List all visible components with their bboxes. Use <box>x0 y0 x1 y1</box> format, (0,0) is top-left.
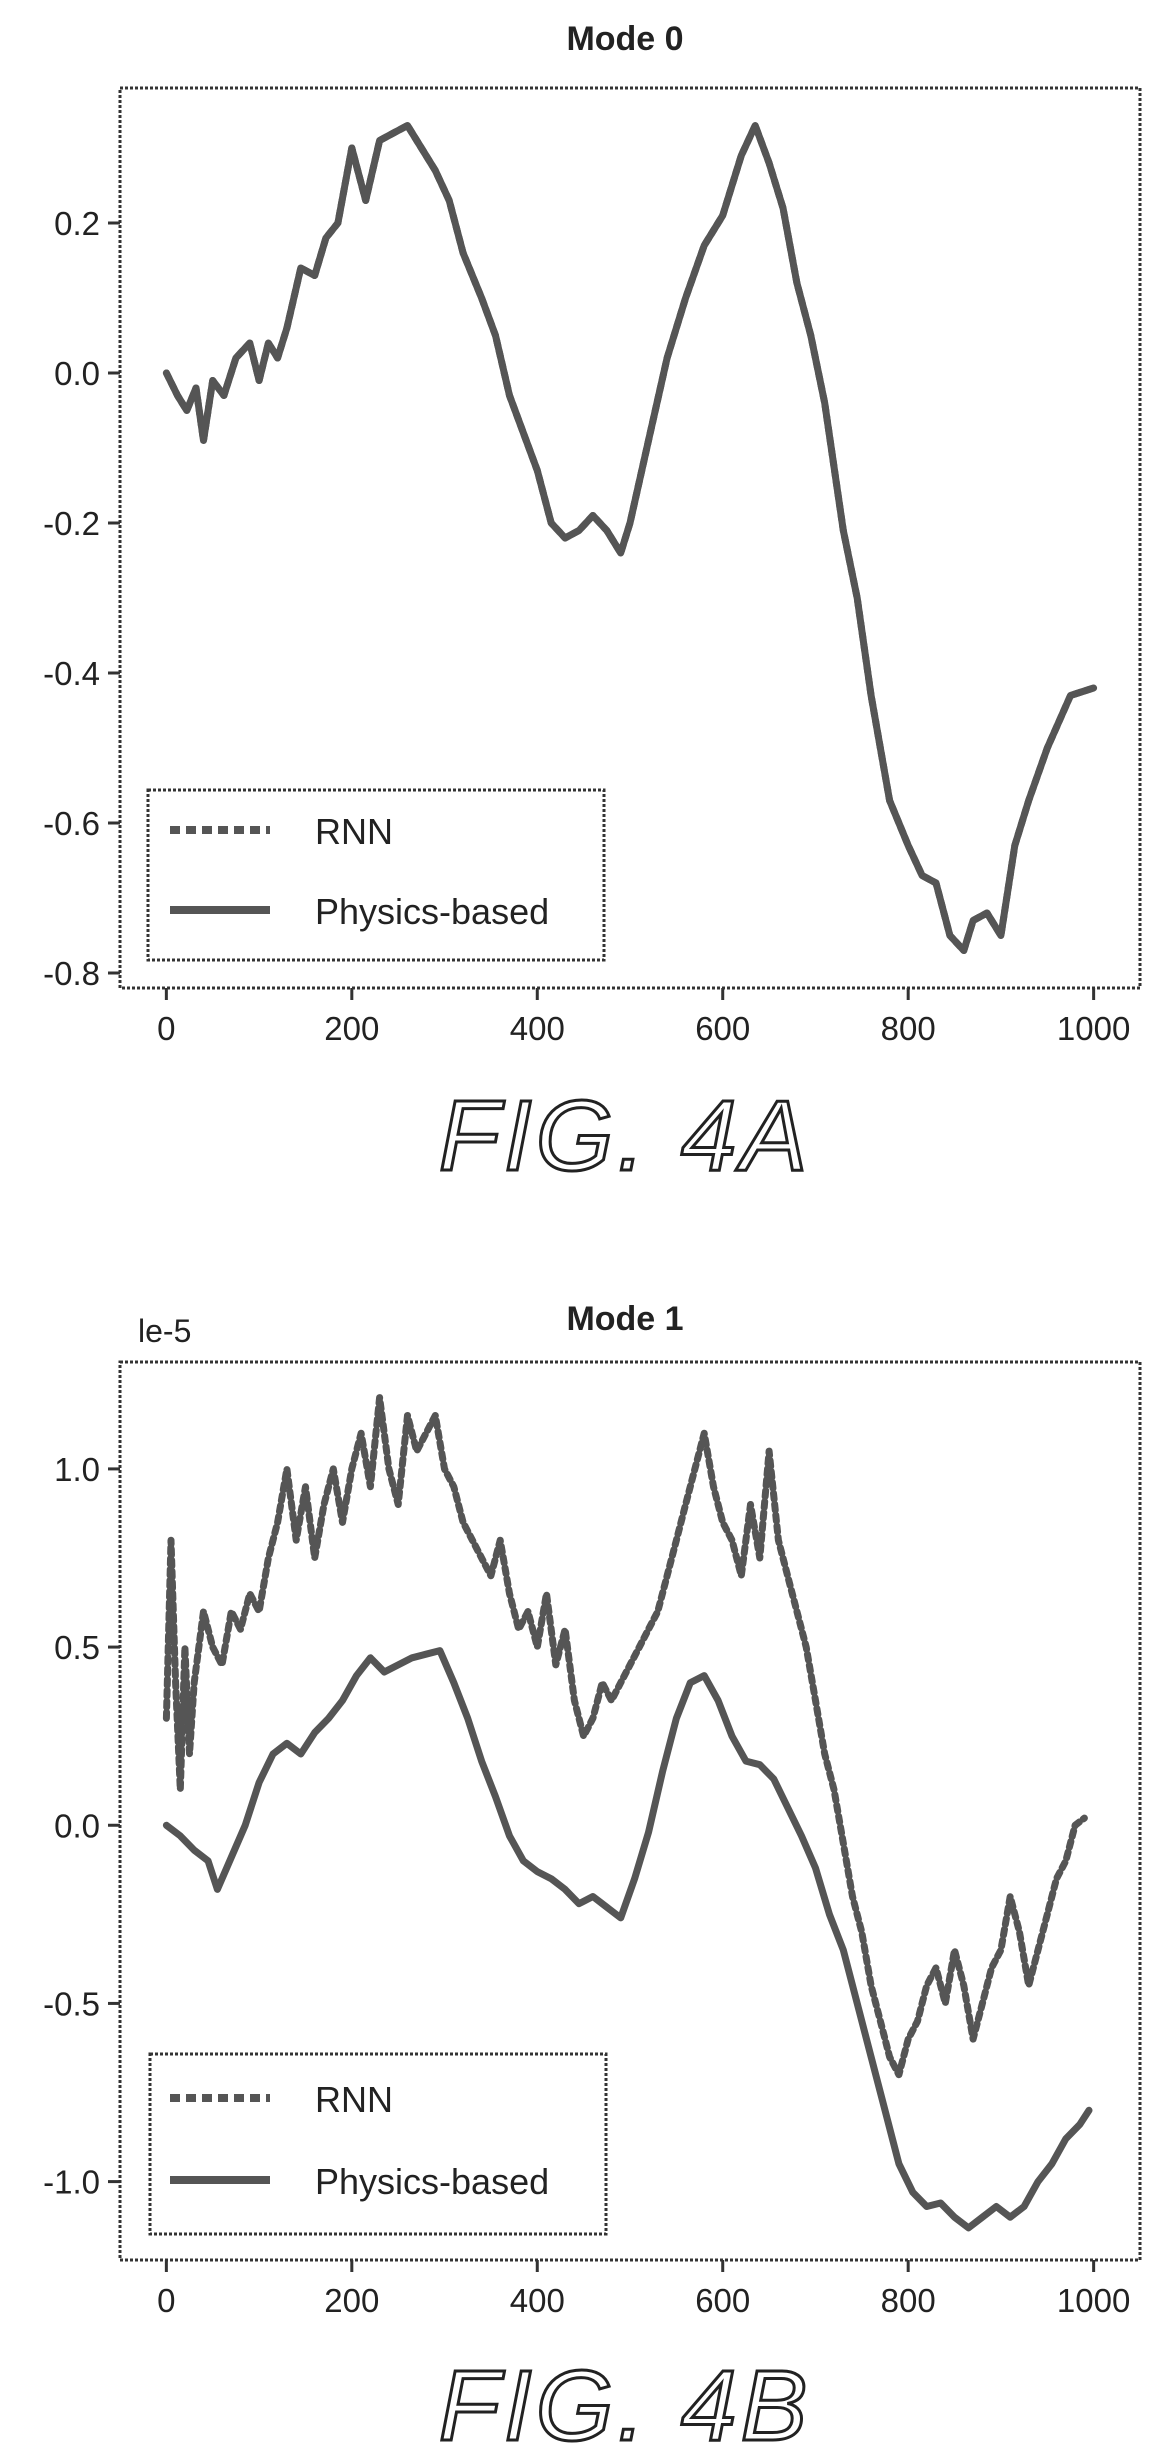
x-tick-label: 1000 <box>1057 1010 1130 1047</box>
series-line-rnn <box>162 122 1098 954</box>
series-lines <box>162 122 1098 954</box>
legend: RNN Physics-based <box>146 788 606 962</box>
legend-label-rnn: RNN <box>315 2079 393 2120</box>
x-tick-label: 200 <box>324 2282 379 2319</box>
y-tick-label: -0.6 <box>43 805 100 842</box>
chart-title: Mode 0 <box>566 20 683 58</box>
x-tick-label: 600 <box>695 2282 750 2319</box>
y-tick-label: -1.0 <box>43 2164 100 2201</box>
legend: RNN Physics-based <box>148 2052 608 2236</box>
series-line-physics-based <box>162 1647 1093 2232</box>
chart-mode-0: Mode 0 0 200 400 600 800 1000 -0.8 -0.6 -0.4 -0.2… <box>43 20 1142 1194</box>
chart-mode-1: Mode 1 le-5 0 200 400 600 800 1000 -1.0 -0.5 0.0… <box>43 1300 1142 2463</box>
y-tick-label: 0.0 <box>54 1807 100 1844</box>
x-tick-label: 0 <box>157 2282 175 2319</box>
y-tick-label: -0.4 <box>43 655 100 692</box>
axis-ticks: 0 200 400 600 800 1000 -1.0 -0.5 0.0 0.5 1.0 <box>43 1451 1130 2319</box>
y-tick-label: 0.5 <box>54 1629 100 1666</box>
chart-title: Mode 1 <box>566 1300 683 1338</box>
y-tick-label: -0.2 <box>43 505 100 542</box>
x-tick-label: 800 <box>881 2282 936 2319</box>
legend-box <box>148 2052 608 2236</box>
figure-caption: FIG. 4B <box>439 2350 812 2462</box>
legend-label-physics: Physics-based <box>315 2161 549 2202</box>
series-line-rnn <box>162 1394 1088 2079</box>
legend-box <box>146 788 606 962</box>
x-tick-label: 0 <box>157 1010 175 1047</box>
y-tick-label: -0.5 <box>43 1985 100 2022</box>
legend-label-rnn: RNN <box>315 811 393 852</box>
x-tick-label: 400 <box>510 2282 565 2319</box>
x-tick-label: 1000 <box>1057 2282 1130 2319</box>
y-tick-label: 0.2 <box>54 205 100 242</box>
x-tick-label: 200 <box>324 1010 379 1047</box>
x-tick-label: 600 <box>695 1010 750 1047</box>
x-tick-label: 400 <box>510 1010 565 1047</box>
x-tick-label: 800 <box>881 1010 936 1047</box>
series-lines <box>162 1394 1093 2232</box>
legend-label-physics: Physics-based <box>315 891 549 932</box>
axis-ticks: 0 200 400 600 800 1000 -0.8 -0.6 -0.4 -0.2 0.0 0.2 <box>43 205 1130 1047</box>
scale-note: le-5 <box>138 1313 191 1349</box>
y-tick-label: 1.0 <box>54 1451 100 1488</box>
plot-frame <box>118 1360 1142 2262</box>
y-tick-label: -0.8 <box>43 955 100 992</box>
figure-caption: FIG. 4A <box>439 1080 812 1192</box>
y-tick-label: 0.0 <box>54 355 100 392</box>
plot-frame <box>118 86 1142 990</box>
